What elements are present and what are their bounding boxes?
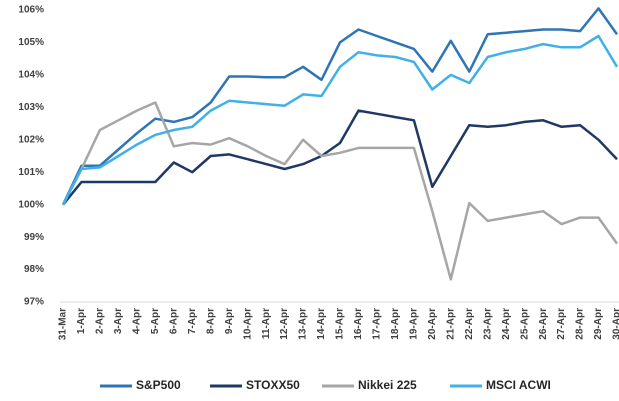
x-tick-label: 4-Apr xyxy=(132,308,143,334)
legend: S&P500 STOXX50 Nikkei 225 MSCI ACWI xyxy=(100,378,551,392)
series-line xyxy=(61,101,619,281)
y-tick-label: 97% xyxy=(24,297,44,308)
x-tick-label: 10-Apr xyxy=(242,308,253,340)
x-tick-label: 15-Apr xyxy=(335,308,346,340)
x-tick-label: 12-Apr xyxy=(279,308,290,340)
series-line xyxy=(61,34,619,206)
x-tick-label: 28-Apr xyxy=(575,308,586,340)
legend-label: STOXX50 xyxy=(246,378,300,392)
x-tick-label: 31-Mar xyxy=(58,308,69,340)
y-tick-label: 99% xyxy=(24,232,44,243)
x-tick-label: 25-Apr xyxy=(519,308,530,340)
x-tick-label: 14-Apr xyxy=(316,308,327,340)
y-tick-label: 101% xyxy=(18,167,44,178)
x-tick-label: 2-Apr xyxy=(95,308,106,334)
legend-label: S&P500 xyxy=(136,378,181,392)
x-tick-label: 6-Apr xyxy=(168,308,179,334)
series-line xyxy=(61,7,619,206)
x-tick-label: 8-Apr xyxy=(205,308,216,334)
x-tick-label: 23-Apr xyxy=(482,308,493,340)
series-line xyxy=(62,109,618,206)
x-tick-label: 26-Apr xyxy=(538,308,549,340)
legend-label: Nikkei 225 xyxy=(358,378,417,392)
y-tick-label: 106% xyxy=(18,5,44,16)
x-tick-label: 19-Apr xyxy=(409,308,420,340)
y-tick-label: 104% xyxy=(18,70,44,81)
x-tick-label: 30-Apr xyxy=(612,308,619,340)
legend-label: MSCI ACWI xyxy=(486,378,551,392)
x-tick-label: 27-Apr xyxy=(556,308,567,340)
x-tick-label: 17-Apr xyxy=(372,308,383,340)
x-tick-label: 24-Apr xyxy=(501,308,512,340)
y-tick-label: 102% xyxy=(18,134,44,145)
x-tick-label: 16-Apr xyxy=(353,308,364,340)
x-tick-label: 9-Apr xyxy=(224,308,235,334)
x-tick-label: 18-Apr xyxy=(390,308,401,340)
x-tick-label: 11-Apr xyxy=(261,308,272,339)
x-tick-label: 29-Apr xyxy=(593,308,604,340)
x-tick-label: 7-Apr xyxy=(187,308,198,334)
x-tick-label: 1-Apr xyxy=(76,308,87,334)
x-tick-label: 13-Apr xyxy=(298,308,309,340)
y-tick-label: 103% xyxy=(18,102,44,113)
x-tick-label: 5-Apr xyxy=(150,308,161,334)
x-tick-label: 21-Apr xyxy=(445,308,456,340)
x-tick-label: 20-Apr xyxy=(427,308,438,340)
y-tick-label: 105% xyxy=(18,37,44,48)
x-tick-label: 3-Apr xyxy=(113,308,124,334)
y-tick-label: 98% xyxy=(24,264,44,275)
x-tick-label: 22-Apr xyxy=(464,308,475,340)
y-tick-label: 100% xyxy=(18,199,44,210)
